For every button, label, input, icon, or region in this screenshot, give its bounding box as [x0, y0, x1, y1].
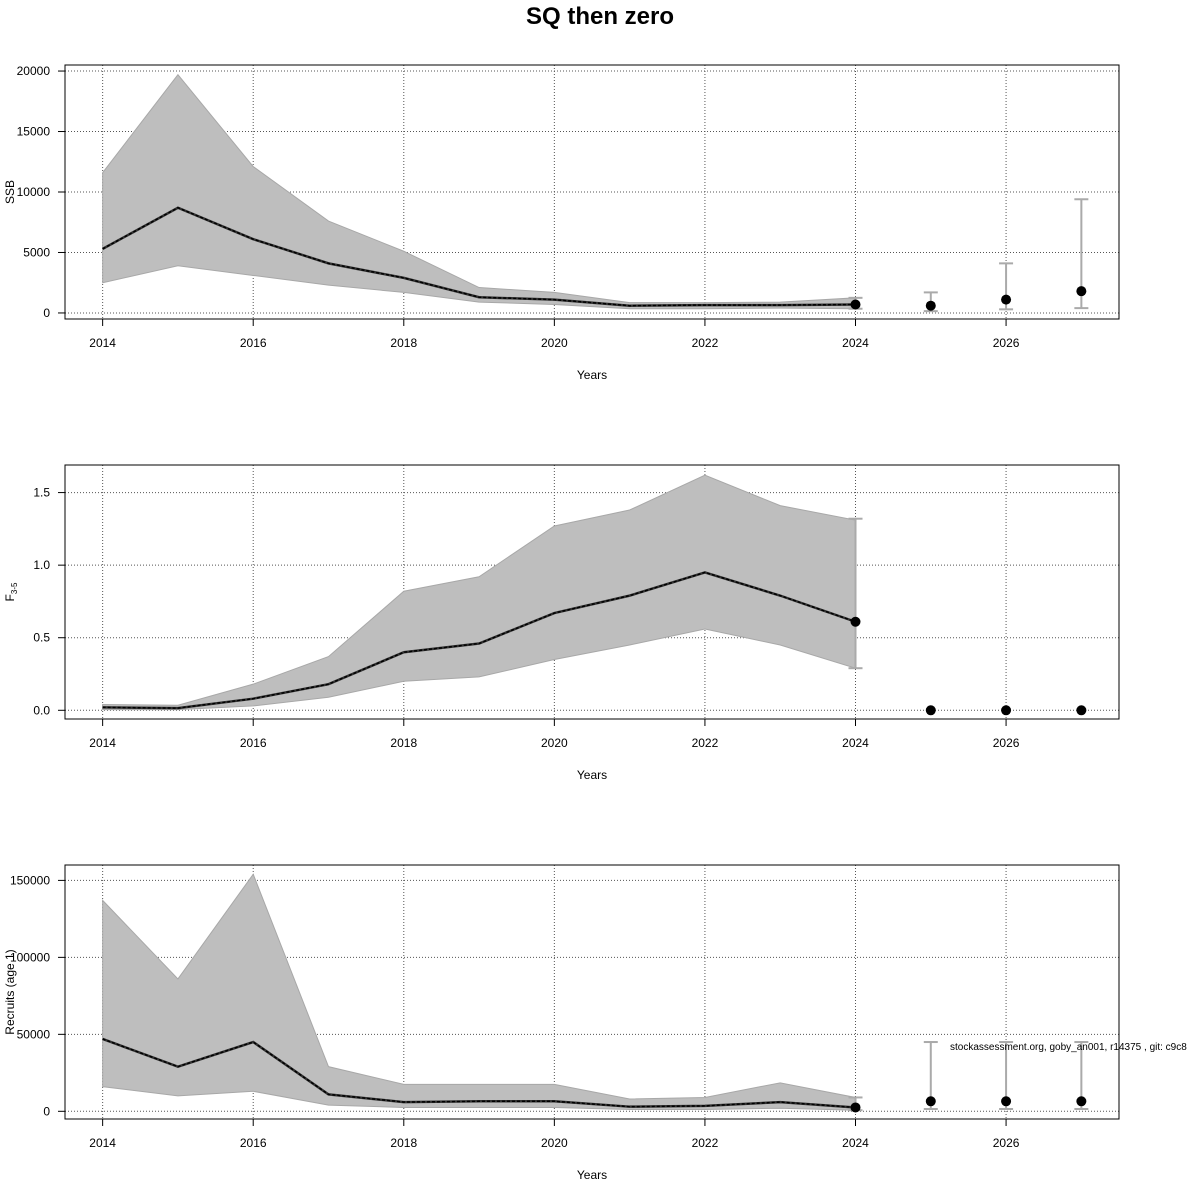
- forecast-point: [1001, 294, 1012, 305]
- x-tick-label: 2024: [842, 736, 869, 750]
- forecast-point: [850, 616, 861, 627]
- recruits-panel: 2014 2016 2018 2020 2022 2024 2026 0 50000 100000…: [3, 864, 1120, 1182]
- y-tick-label: 1.0: [33, 558, 50, 572]
- forecast-point: [1076, 1096, 1087, 1107]
- x-tick-label: 2018: [390, 736, 417, 750]
- x-tick-label: 2018: [390, 1136, 417, 1150]
- x-axis-label: Years: [577, 1168, 607, 1182]
- y-axis-label: SSB: [3, 180, 17, 204]
- x-tick-label: 2026: [993, 336, 1020, 350]
- y-tick-label: 50000: [17, 1027, 51, 1041]
- y-tick-label: 150000: [10, 873, 50, 887]
- x-tick-label: 2016: [240, 1136, 267, 1150]
- x-tick-label: 2014: [89, 736, 116, 750]
- x-axis-label: Years: [577, 768, 607, 782]
- x-tick-label: 2014: [89, 1136, 116, 1150]
- x-tick-label: 2024: [842, 1136, 869, 1150]
- fishing-mortality-panel: 2014 2016 2018 2020 2022 2024 2026 0.0 0.5 1.0 1.5…: [3, 464, 1120, 782]
- x-tick-label: 2018: [390, 336, 417, 350]
- y-axis-label-subscript: 3-5: [10, 582, 19, 594]
- x-tick-label: 2022: [692, 1136, 719, 1150]
- y-tick-label: 20000: [17, 64, 51, 78]
- y-tick-label: 0.5: [33, 631, 50, 645]
- y-tick-label: 5000: [23, 245, 50, 259]
- confidence-band: [102, 873, 856, 1111]
- y-tick-label: 0: [43, 306, 50, 320]
- x-tick-label: 2020: [541, 336, 568, 350]
- forecast-point: [925, 1096, 936, 1107]
- y-tick-label: 1.5: [33, 486, 50, 500]
- x-tick-label: 2016: [240, 336, 267, 350]
- x-tick-label: 2020: [541, 736, 568, 750]
- plot-frame: [64, 864, 1120, 1120]
- x-tick-label: 2026: [993, 736, 1020, 750]
- y-tick-label: 100000: [10, 950, 50, 964]
- x-tick-label: 2026: [993, 1136, 1020, 1150]
- y-axis-label: F3-5: [3, 582, 19, 601]
- forecast-point: [1076, 286, 1087, 297]
- plot-frame: [64, 464, 1120, 720]
- x-tick-label: 2014: [89, 336, 116, 350]
- forecast-point: [850, 299, 861, 310]
- forecast-point: [1001, 1096, 1012, 1107]
- x-tick-label: 2024: [842, 336, 869, 350]
- estimate-line-dashed: [102, 571, 856, 709]
- forecast-point: [925, 300, 936, 311]
- ssb-panel: 2014 2016 2018 2020 2022 2024 2026 0 5000 10000 15…: [3, 64, 1120, 382]
- y-axis-label: Recruits (age 1): [3, 949, 17, 1034]
- y-tick-label: 0.0: [33, 703, 50, 717]
- x-tick-label: 2020: [541, 1136, 568, 1150]
- forecast-point: [925, 705, 936, 716]
- footnote: stockassessment.org, goby_an001, r14375 …: [950, 1042, 1187, 1053]
- y-tick-label: 0: [43, 1104, 50, 1118]
- forecast-point: [1001, 705, 1012, 716]
- x-tick-label: 2022: [692, 736, 719, 750]
- forecast-point: [850, 1102, 861, 1113]
- chart-title: SQ then zero: [526, 3, 674, 30]
- x-tick-label: 2022: [692, 336, 719, 350]
- x-tick-label: 2016: [240, 736, 267, 750]
- confidence-band: [102, 474, 856, 711]
- y-tick-label: 10000: [17, 185, 51, 199]
- forecast-point: [1076, 705, 1087, 716]
- x-axis-label: Years: [577, 368, 607, 382]
- y-tick-label: 15000: [17, 125, 51, 139]
- estimate-line-dashed: [102, 1038, 856, 1109]
- estimate-line-dashed: [102, 206, 856, 307]
